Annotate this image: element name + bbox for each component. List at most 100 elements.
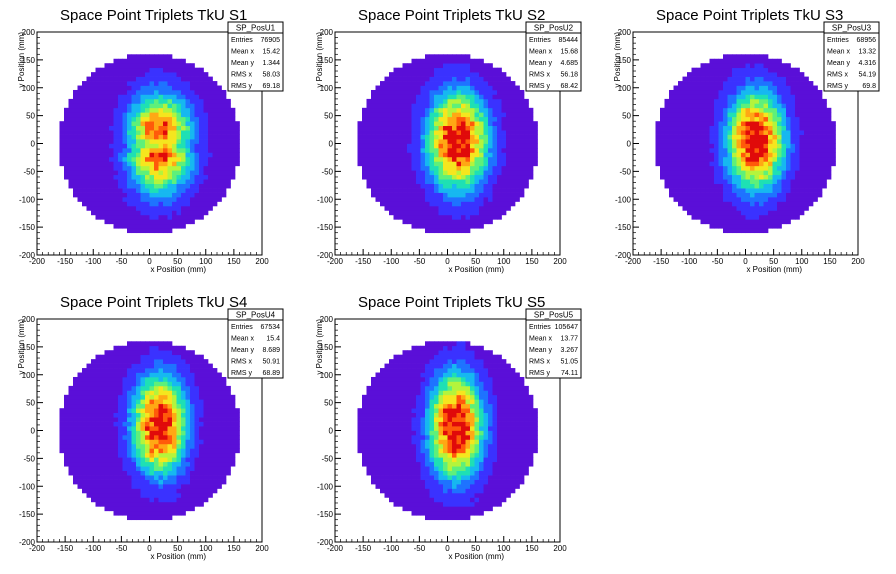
heatmap-bin xyxy=(109,399,114,405)
heatmap-bin xyxy=(163,147,168,153)
heatmap-bin xyxy=(181,183,186,189)
heatmap-chart: Space Point Triplets TkU S3-200 -150 -100-… xyxy=(613,7,880,274)
heatmap-bin xyxy=(100,197,105,202)
heatmap-bin xyxy=(154,515,159,521)
heatmap-bin xyxy=(100,112,105,118)
heatmap-bin xyxy=(181,372,186,378)
heatmap-bin xyxy=(474,179,480,184)
heatmap-bin xyxy=(447,192,453,198)
heatmap-bin xyxy=(754,201,760,207)
heatmap-bin xyxy=(221,143,227,149)
heatmap-bin xyxy=(732,183,737,189)
heatmap-bin xyxy=(140,72,146,77)
heatmap-bin xyxy=(127,174,132,180)
heatmap-bin xyxy=(73,183,78,189)
heatmap-bin xyxy=(100,94,105,100)
stats-value-entries: 85444 xyxy=(559,37,579,44)
heatmap-bin xyxy=(691,89,697,95)
stats-label-mean-x: Mean x xyxy=(827,49,850,56)
heatmap-bin xyxy=(77,434,83,440)
heatmap-bin xyxy=(745,219,751,225)
heatmap-bin xyxy=(736,205,742,211)
heatmap-bin xyxy=(140,147,146,153)
heatmap-bin xyxy=(172,484,177,489)
x-tick-label: -200 xyxy=(327,257,344,266)
heatmap-bin xyxy=(691,67,697,73)
heatmap-bin xyxy=(199,139,204,144)
heatmap-bin xyxy=(77,143,83,149)
heatmap-bin xyxy=(86,421,92,427)
heatmap-bin xyxy=(82,143,87,149)
heatmap-bin xyxy=(68,394,74,400)
heatmap-bin xyxy=(474,98,480,104)
heatmap-bin xyxy=(407,174,412,180)
heatmap-bin xyxy=(795,205,800,211)
heatmap-bin xyxy=(763,76,769,82)
heatmap-bin xyxy=(230,125,236,131)
heatmap-bin xyxy=(113,205,119,211)
heatmap-bin xyxy=(100,443,105,449)
heatmap-bin xyxy=(777,67,782,73)
heatmap-bin xyxy=(781,161,787,167)
heatmap-bin xyxy=(181,376,186,382)
heatmap-bin xyxy=(172,183,177,189)
heatmap-bin xyxy=(736,103,742,109)
heatmap-bin xyxy=(501,143,507,149)
heatmap-bin xyxy=(831,130,836,135)
heatmap-bin xyxy=(420,98,426,104)
heatmap-bin xyxy=(77,484,83,489)
heatmap-bin xyxy=(777,63,782,69)
heatmap-bin xyxy=(709,98,715,104)
heatmap-bin xyxy=(82,152,87,158)
heatmap-bin xyxy=(384,205,390,211)
heatmap-bin xyxy=(470,147,475,153)
heatmap-bin xyxy=(723,210,728,216)
heatmap-bin xyxy=(154,112,159,118)
heatmap-bin xyxy=(176,470,182,476)
heatmap-bin xyxy=(140,112,146,118)
heatmap-bin xyxy=(501,107,507,113)
heatmap-bin xyxy=(154,417,159,422)
heatmap-bin xyxy=(461,67,466,73)
heatmap-bin xyxy=(127,67,132,73)
heatmap-bin xyxy=(176,121,182,127)
heatmap-bin xyxy=(813,161,818,167)
heatmap-bin xyxy=(136,125,141,131)
heatmap-bin xyxy=(655,121,661,127)
heatmap-bin xyxy=(718,125,724,131)
heatmap-bin xyxy=(104,484,110,489)
heatmap-bin xyxy=(434,170,439,176)
heatmap-bin xyxy=(127,501,132,507)
heatmap-bin xyxy=(158,479,164,485)
heatmap-bin xyxy=(452,161,457,167)
heatmap-bin xyxy=(167,116,173,122)
heatmap-bin xyxy=(691,205,697,211)
heatmap-bin xyxy=(91,452,96,458)
heatmap-bin xyxy=(470,81,475,86)
heatmap-bin xyxy=(199,94,204,100)
heatmap-bin xyxy=(131,501,137,507)
heatmap-bin xyxy=(212,192,218,198)
heatmap-bin xyxy=(203,94,209,100)
heatmap-bin xyxy=(136,394,141,400)
heatmap-bin xyxy=(91,461,96,467)
heatmap-bin xyxy=(750,147,755,153)
heatmap-bin xyxy=(669,103,674,109)
heatmap-bin xyxy=(95,121,101,127)
heatmap-bin xyxy=(136,143,141,149)
heatmap-bin xyxy=(118,345,123,351)
heatmap-bin xyxy=(122,412,128,418)
heatmap-bin xyxy=(73,121,78,127)
heatmap-bin xyxy=(136,152,141,158)
heatmap-bin xyxy=(817,170,823,176)
heatmap-bin xyxy=(154,152,159,158)
heatmap-bin xyxy=(380,188,385,193)
heatmap-bin xyxy=(68,103,74,109)
heatmap-bin xyxy=(718,147,724,153)
x-tick-label: -50 xyxy=(414,257,426,266)
heatmap-bin xyxy=(470,116,475,122)
heatmap-bin xyxy=(474,121,480,127)
heatmap-bin xyxy=(389,89,394,95)
heatmap-bin xyxy=(127,112,132,118)
heatmap-bin xyxy=(113,492,119,498)
